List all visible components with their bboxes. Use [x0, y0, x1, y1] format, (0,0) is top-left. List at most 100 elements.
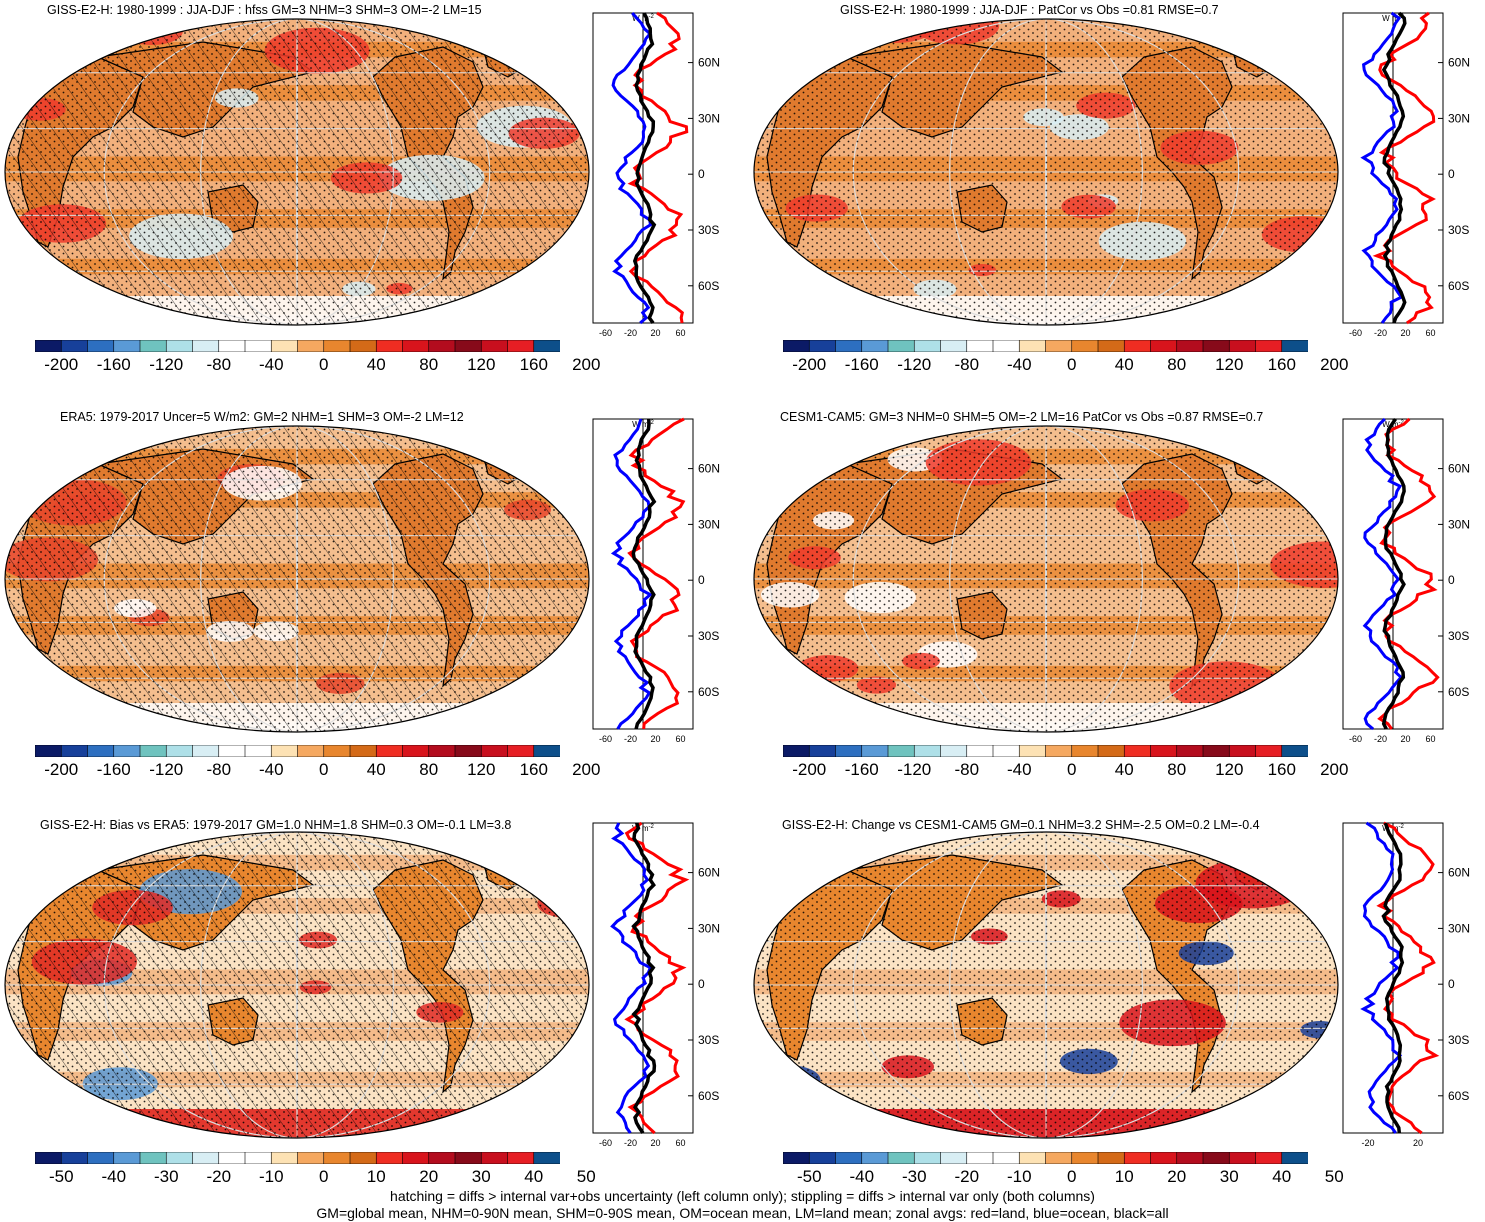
- colorbar-tick-label: -160: [96, 760, 131, 779]
- anomaly-patch: [5, 1038, 18, 1051]
- colorbar-swatch: [113, 340, 141, 352]
- colorbar-tick-label: 40: [1272, 1167, 1292, 1186]
- colorbar-swatch: [507, 745, 535, 757]
- map-panel: [753, 831, 1339, 1139]
- ocean-zonal-curve: [610, 822, 653, 1134]
- x-tick-label: 20: [1413, 1138, 1423, 1148]
- colorbar-tick-label: 0: [1067, 355, 1077, 374]
- colorbar-swatch: [165, 340, 194, 352]
- colorbar-swatch: [87, 340, 115, 352]
- ocean-zonal-curve: [611, 11, 653, 325]
- colorbar-tick-label: -40: [258, 760, 284, 779]
- colorbar-swatch: [1255, 745, 1283, 757]
- anomaly-patch: [528, 867, 589, 900]
- colorbar-swatch: [887, 340, 916, 352]
- x-tick-label: -60: [599, 328, 612, 338]
- anomaly-patch: [570, 1065, 589, 1079]
- colorbar-swatch: [1018, 1152, 1047, 1164]
- colorbar-swatch: [783, 745, 811, 757]
- colorbar-tick-label: -80: [954, 355, 980, 374]
- panel-title: GISS-E2-H: 1980-1999 : JJA-DJF : PatCor …: [840, 3, 1219, 17]
- colorbar-swatch: [1150, 340, 1178, 352]
- ocean-zonal-curve: [1362, 417, 1404, 731]
- latitude-tick-label: 0: [698, 167, 705, 181]
- x-tick-label: 20: [1400, 734, 1410, 744]
- colorbar-tick-label: -50: [48, 1167, 74, 1186]
- colorbar-tick-label: 40: [1114, 355, 1134, 374]
- colorbar-swatch: [35, 340, 63, 352]
- unit-label: W m-2: [632, 420, 654, 429]
- anomaly-patch: [754, 1087, 837, 1127]
- land-zonal-curve: [627, 11, 689, 324]
- colorbar-tick-label: -10: [258, 1167, 284, 1186]
- x-tick-label: 60: [675, 1138, 685, 1148]
- map-outline: [753, 18, 1339, 326]
- latitude-tick-label: 60N: [1448, 866, 1470, 880]
- anomaly-patch: [8, 19, 116, 66]
- latitude-tick-label: 30N: [1448, 111, 1470, 125]
- colorbar-swatch: [139, 340, 168, 352]
- colorbar-swatch: [1045, 745, 1073, 757]
- colorbar-tick-label: 20: [1167, 1167, 1187, 1186]
- anomaly-patch: [13, 832, 55, 848]
- colorbar-swatch: [783, 1152, 811, 1164]
- colorbar-swatch: [940, 1152, 968, 1164]
- colorbar-swatch: [454, 745, 483, 757]
- colorbar-swatch: [428, 340, 456, 352]
- colorbar-swatch: [992, 745, 1021, 757]
- colorbar-tick-label: -10: [1006, 1167, 1032, 1186]
- colorbar-swatch: [1228, 745, 1257, 757]
- x-tick-label: -60: [1349, 328, 1362, 338]
- all-zonal-curve: [631, 822, 657, 1134]
- map-outline: [4, 831, 590, 1139]
- map-panel: [4, 425, 590, 733]
- colorbar-swatch: [1097, 745, 1126, 757]
- land-zonal-curve: [1372, 11, 1436, 325]
- colorbar-swatch: [192, 745, 220, 757]
- panel-title: GISS-E2-H: 1980-1999 : JJA-DJF : hfss GM…: [47, 3, 482, 17]
- colorbar-tick-label: 200: [1320, 760, 1349, 779]
- colorbar-tick-label: 10: [366, 1167, 386, 1186]
- colorbar-labels: -50 -40 -30 -20 -10 0 10 20 30 40 50: [783, 1167, 1344, 1189]
- colorbar-swatch: [1202, 340, 1231, 352]
- x-tick-label: -20: [1374, 328, 1387, 338]
- colorbar-swatch: [428, 1152, 456, 1164]
- colorbar-swatch: [139, 1152, 168, 1164]
- colorbar-swatch: [887, 745, 916, 757]
- map-outline: [753, 831, 1339, 1139]
- x-tick-label: -20: [624, 1138, 637, 1148]
- colorbar-tick-label: 160: [519, 760, 548, 779]
- latitude-tick-label: 60N: [698, 462, 720, 476]
- colorbar-tick-label: -40: [101, 1167, 127, 1186]
- colorbar-swatch: [270, 340, 299, 352]
- colorbar-swatch: [192, 1152, 220, 1164]
- latitude-tick-label: 30S: [698, 1033, 719, 1047]
- x-tick-label: 60: [1425, 734, 1435, 744]
- colorbar-swatch: [1123, 745, 1152, 757]
- colorbar-swatch: [139, 745, 168, 757]
- colorbar-swatch: [1281, 1152, 1308, 1164]
- colorbar-swatch: [1150, 1152, 1178, 1164]
- colorbar-tick-label: -20: [954, 1167, 980, 1186]
- anomaly-patch: [556, 832, 589, 853]
- latitude-tick-label: 30S: [698, 629, 719, 643]
- colorbar-swatch: [1176, 340, 1204, 352]
- colorbar-swatch: [1281, 340, 1308, 352]
- latitude-tick-label: 60S: [1448, 1089, 1469, 1103]
- colorbar-tick-label: 30: [1219, 1167, 1239, 1186]
- colorbar-tick-label: 80: [419, 760, 439, 779]
- colorbar-swatch: [428, 745, 456, 757]
- colorbar-swatch: [887, 1152, 916, 1164]
- latitude-tick-label: 60S: [698, 279, 719, 293]
- colorbar-swatch: [192, 340, 220, 352]
- latitude-tick-label: 30S: [1448, 1033, 1469, 1047]
- colorbar-swatch: [1228, 1152, 1257, 1164]
- x-tick-label: -20: [1374, 734, 1387, 744]
- latitude-tick-label: 60S: [1448, 685, 1469, 699]
- anomaly-patch: [754, 885, 776, 903]
- colorbar-swatch: [835, 340, 863, 352]
- colorbar-swatch: [165, 745, 194, 757]
